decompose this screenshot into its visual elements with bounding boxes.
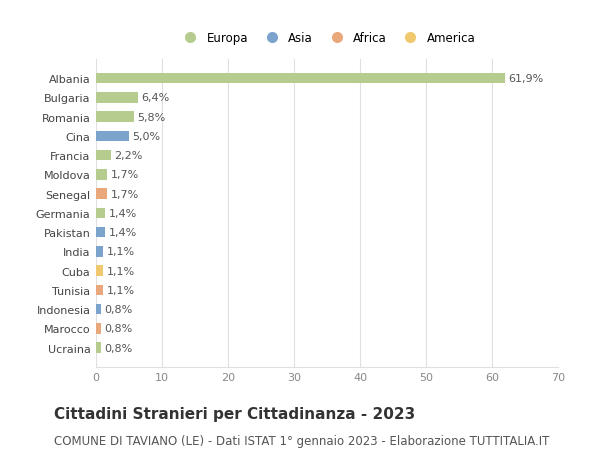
Bar <box>96 266 103 276</box>
Legend: Europa, Asia, Africa, America: Europa, Asia, Africa, America <box>175 28 479 49</box>
Bar <box>96 227 105 238</box>
Text: 1,4%: 1,4% <box>109 208 137 218</box>
Bar <box>96 189 107 200</box>
Bar <box>96 285 103 296</box>
Text: 1,1%: 1,1% <box>107 247 134 257</box>
Text: 0,8%: 0,8% <box>104 343 133 353</box>
Bar <box>96 304 101 315</box>
Text: 0,8%: 0,8% <box>104 324 133 334</box>
Text: Cittadini Stranieri per Cittadinanza - 2023: Cittadini Stranieri per Cittadinanza - 2… <box>54 406 415 421</box>
Bar <box>96 324 101 334</box>
Text: 1,7%: 1,7% <box>110 189 139 199</box>
Bar <box>96 246 103 257</box>
Text: 1,1%: 1,1% <box>107 285 134 295</box>
Text: 2,2%: 2,2% <box>114 151 142 161</box>
Bar <box>96 93 138 103</box>
Text: 6,4%: 6,4% <box>142 93 170 103</box>
Text: 1,7%: 1,7% <box>110 170 139 180</box>
Bar <box>96 170 107 180</box>
Bar <box>96 208 105 219</box>
Bar <box>96 112 134 123</box>
Bar <box>96 151 110 161</box>
Bar <box>96 73 505 84</box>
Text: COMUNE DI TAVIANO (LE) - Dati ISTAT 1° gennaio 2023 - Elaborazione TUTTITALIA.IT: COMUNE DI TAVIANO (LE) - Dati ISTAT 1° g… <box>54 434 550 447</box>
Text: 1,1%: 1,1% <box>107 266 134 276</box>
Bar <box>96 343 101 353</box>
Text: 5,8%: 5,8% <box>137 112 166 123</box>
Text: 5,0%: 5,0% <box>133 132 160 141</box>
Text: 61,9%: 61,9% <box>508 74 543 84</box>
Text: 0,8%: 0,8% <box>104 304 133 314</box>
Text: 1,4%: 1,4% <box>109 228 137 238</box>
Bar <box>96 131 129 142</box>
